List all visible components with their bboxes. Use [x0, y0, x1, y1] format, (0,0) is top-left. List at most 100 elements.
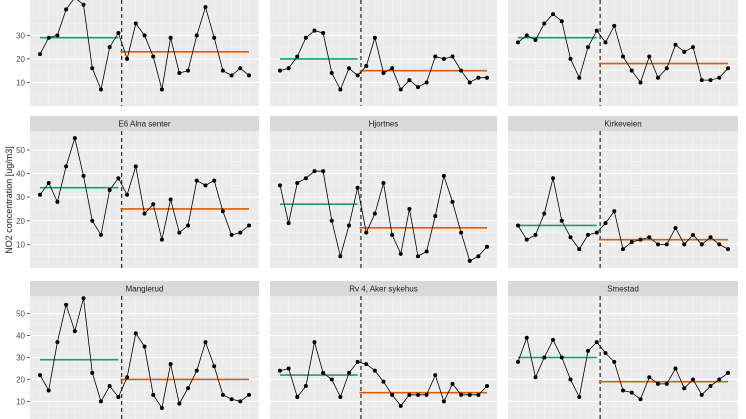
facet-title: Rv 4, Aker sykehus [349, 285, 417, 294]
data-point [220, 392, 225, 397]
data-point [577, 247, 582, 252]
y-tick-label: 40 [16, 170, 25, 179]
data-point [433, 373, 438, 378]
data-point [229, 397, 234, 402]
data-point [476, 75, 481, 80]
data-point [125, 375, 130, 380]
facet-panel: Smestad [508, 281, 738, 419]
data-point [142, 33, 147, 38]
y-tick-label: 30 [16, 193, 25, 202]
data-point [372, 368, 377, 373]
data-point [186, 386, 191, 391]
data-point [586, 232, 590, 237]
data-point [726, 370, 730, 375]
data-point [133, 21, 138, 26]
data-point [347, 370, 351, 375]
data-point [524, 33, 529, 38]
data-point [338, 395, 343, 400]
data-point [516, 359, 520, 364]
data-point [220, 209, 225, 214]
data-point [278, 68, 282, 73]
data-point [524, 335, 529, 340]
data-point [81, 2, 86, 7]
y-axis-label: NO2 concentration [ug/m3] [4, 146, 14, 254]
data-point [38, 192, 42, 197]
y-tick-label: 30 [16, 31, 25, 40]
data-point [338, 254, 343, 259]
data-point [46, 180, 51, 185]
data-point [647, 375, 652, 380]
data-point [424, 392, 429, 397]
data-point [433, 54, 438, 59]
facet-title: E6 Alna senter [118, 120, 170, 129]
data-point [98, 232, 103, 237]
data-point [568, 56, 573, 61]
data-point [142, 344, 147, 349]
data-point [194, 368, 199, 373]
data-point [295, 395, 300, 400]
data-point [603, 40, 608, 45]
data-point [717, 377, 722, 382]
data-point [516, 40, 520, 45]
data-point [116, 395, 121, 400]
data-point [664, 66, 669, 71]
data-point [612, 23, 617, 28]
facet-title: Manglerud [126, 285, 164, 294]
facet-title: Kirkeveien [604, 120, 641, 129]
data-point [524, 237, 529, 242]
data-point [424, 249, 429, 254]
data-point [194, 33, 199, 38]
data-point [542, 21, 547, 26]
data-point [726, 66, 730, 71]
data-point [586, 348, 590, 353]
data-point [551, 337, 555, 342]
facet-panel: 10 20 30 [16, 0, 259, 106]
data-point [398, 403, 403, 408]
data-point [364, 362, 369, 367]
data-point [347, 223, 351, 228]
data-point [321, 370, 326, 375]
data-point [551, 12, 555, 17]
data-point [485, 244, 489, 249]
data-point [125, 192, 130, 197]
data-point [390, 392, 395, 397]
data-point [194, 178, 199, 183]
data-point [55, 199, 60, 204]
data-point [159, 237, 164, 242]
data-point [603, 351, 608, 356]
data-point [238, 230, 243, 235]
data-point [116, 176, 121, 181]
data-point [433, 214, 438, 219]
data-point [551, 176, 555, 181]
data-point [278, 183, 282, 188]
facet-panel [270, 0, 497, 106]
data-point [708, 78, 713, 83]
y-tick-label: 20 [16, 55, 25, 64]
data-point [303, 35, 308, 40]
facet-strip [508, 116, 738, 131]
data-point [364, 230, 369, 235]
data-point [72, 136, 77, 141]
data-point [559, 218, 564, 223]
data-point [203, 5, 208, 10]
data-point [459, 68, 464, 73]
y-tick-label: 40 [16, 332, 25, 341]
data-point [381, 379, 386, 384]
data-point [381, 71, 386, 76]
data-point [638, 237, 643, 242]
data-point [568, 377, 573, 382]
data-point [407, 392, 412, 397]
data-point [90, 218, 95, 223]
y-tick-label: 30 [16, 354, 25, 363]
data-point [621, 54, 625, 59]
data-point [321, 169, 326, 174]
data-point [64, 302, 69, 307]
data-point [278, 368, 282, 373]
data-point [72, 329, 77, 334]
data-point [647, 54, 652, 59]
data-point [629, 390, 634, 395]
y-tick-label: 50 [16, 310, 25, 319]
data-point [656, 75, 660, 80]
facet-panel: E6 Alna senter 10 20 30 40 50 [16, 116, 259, 268]
